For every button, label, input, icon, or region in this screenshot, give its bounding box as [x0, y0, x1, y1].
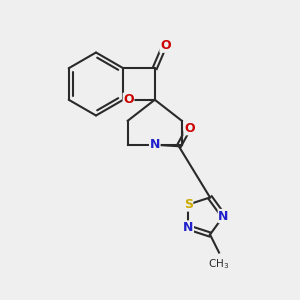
Text: O: O	[160, 39, 171, 52]
Text: O: O	[184, 122, 195, 135]
Text: O: O	[123, 93, 134, 106]
Text: N: N	[218, 209, 229, 223]
Text: N: N	[183, 221, 194, 234]
Text: CH$_3$: CH$_3$	[208, 257, 230, 271]
Text: N: N	[150, 138, 160, 151]
Text: S: S	[184, 198, 193, 211]
